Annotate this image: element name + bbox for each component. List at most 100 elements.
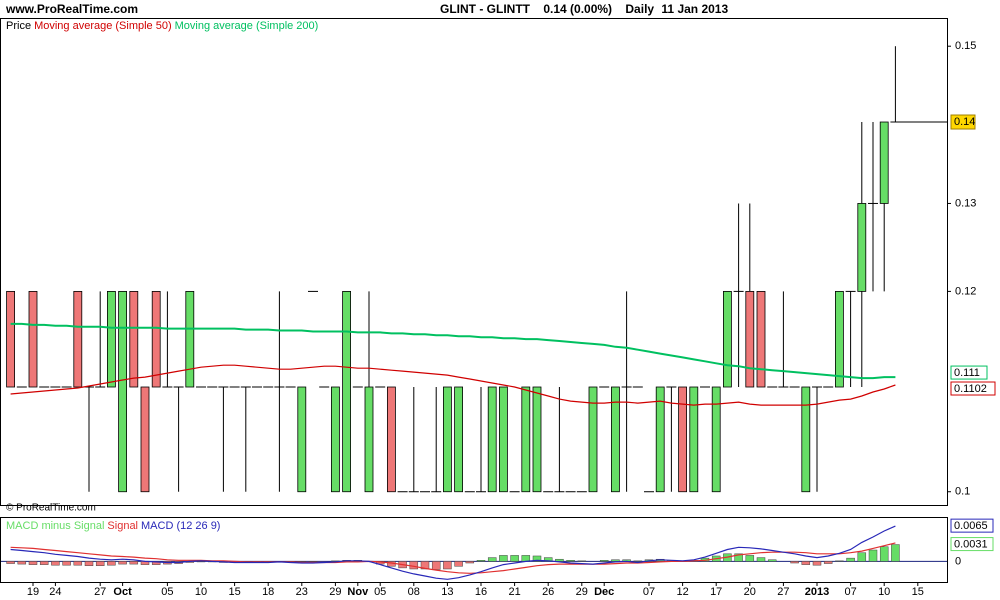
x-tick-label: 16 <box>475 586 487 598</box>
last-value: 0.111 <box>954 367 980 379</box>
macd-histogram-bar <box>801 561 811 565</box>
x-tick-label: 18 <box>262 586 274 598</box>
candle-body <box>689 386 699 493</box>
macd-histogram-bar <box>129 561 139 565</box>
macd-panel <box>0 517 948 583</box>
macd-histogram-bar <box>891 544 900 562</box>
date: 11 Jan 2013 <box>661 2 728 16</box>
candle-body <box>801 386 811 493</box>
candle-body <box>588 386 598 493</box>
x-tick-label: Nov <box>347 586 369 598</box>
macd-histogram-bar <box>532 555 542 562</box>
macd-histogram-bar <box>39 561 49 565</box>
x-tick-label: 05 <box>161 586 173 598</box>
y-tick-label: 0.15 <box>955 40 976 52</box>
macd-histogram-bar <box>476 560 486 562</box>
symbol: GLINT - GLINTT <box>440 2 531 16</box>
candle-body <box>297 386 307 493</box>
candle-body <box>487 386 497 493</box>
legend-macd: Signal <box>107 520 138 532</box>
macd-histogram-bar <box>95 561 105 566</box>
x-tick-label: 27 <box>777 586 789 598</box>
macd-histogram-bar <box>823 561 833 564</box>
x-tick-label: 10 <box>878 586 890 598</box>
legend-overlay: Moving average (Simple 50) <box>34 20 172 32</box>
moving-average <box>10 364 896 406</box>
x-tick-label: 23 <box>296 586 308 598</box>
candle-body <box>364 386 374 493</box>
quote: 0.14 (0.00%) <box>543 2 612 16</box>
x-tick-label: 2013 <box>805 586 829 598</box>
last-value-box <box>950 537 994 552</box>
candle-body <box>454 386 464 493</box>
macd-histogram-bar <box>51 561 60 566</box>
last-value-box <box>950 381 996 396</box>
macd-histogram-bar <box>62 561 71 566</box>
x-tick-label: 27 <box>94 586 106 598</box>
candle-body <box>6 290 15 388</box>
candle-body <box>386 386 396 493</box>
price-panel <box>0 18 948 506</box>
x-tick-label: 13 <box>441 586 453 598</box>
macd-histogram-bar <box>431 561 441 570</box>
last-price: 0.14 <box>954 116 975 128</box>
macd-histogram-bar <box>118 561 127 565</box>
macd-histogram-bar <box>521 555 531 562</box>
macd-histogram-bar <box>465 561 475 564</box>
x-tick-label: 15 <box>912 586 924 598</box>
x-tick-label: 07 <box>844 586 856 598</box>
macd-histogram-bar <box>835 560 844 562</box>
macd-histogram-bar <box>879 546 889 562</box>
macd-histogram-bar <box>846 557 855 562</box>
candle-body <box>73 290 83 388</box>
macd-histogram-bar <box>443 561 452 570</box>
macd-histogram-bar <box>409 561 419 570</box>
period: Daily <box>625 2 654 16</box>
last-value: 0.1102 <box>954 383 987 395</box>
candle-body <box>330 386 340 493</box>
candle-body <box>28 290 38 388</box>
x-tick-label: 07 <box>643 586 655 598</box>
y-tick-label: 0.12 <box>955 285 976 297</box>
candle-body <box>442 386 452 493</box>
macd-histogram-bar <box>487 557 497 562</box>
site-name: www.ProRealTime.com <box>5 2 138 16</box>
candle-body <box>140 386 150 493</box>
macd-histogram-bar <box>868 549 878 562</box>
candle-body <box>611 386 620 493</box>
legend-macd: MACD minus Signal <box>6 520 104 532</box>
macd-histogram-bar <box>734 553 743 562</box>
macd-line <box>10 542 896 574</box>
candle-body <box>185 290 195 388</box>
last-value: 0.0031 <box>954 538 988 550</box>
x-tick-label: 20 <box>744 586 756 598</box>
legend-macd: MACD (12 26 9) <box>141 520 220 532</box>
candle-body <box>521 386 531 493</box>
macd-histogram-bar <box>84 561 94 566</box>
y-tick-label: 0.13 <box>955 197 976 209</box>
last-value: 0.0065 <box>954 520 988 532</box>
macd-histogram-bar <box>790 561 799 564</box>
x-tick-label: 19 <box>27 586 39 598</box>
macd-histogram-bar <box>599 560 609 562</box>
legend-overlay: Moving average (Simple 200) <box>175 20 319 32</box>
macd-histogram-bar <box>28 561 38 565</box>
x-tick-label: 24 <box>49 586 61 598</box>
x-tick-label: 15 <box>228 586 240 598</box>
macd-histogram-bar <box>633 560 643 562</box>
candle-body <box>107 290 116 388</box>
x-tick-label: Oct <box>113 586 132 598</box>
macd-histogram-bar <box>308 561 318 563</box>
copyright: © ProRealTime.com <box>6 503 96 514</box>
macd-histogram-bar <box>611 559 620 562</box>
macd-histogram-bar <box>812 561 822 566</box>
x-tick-label: 08 <box>408 586 420 598</box>
macd-histogram-bar <box>6 561 15 564</box>
macd-histogram-bar <box>857 552 867 562</box>
macd-legend: MACD minus Signal Signal MACD (12 26 9) <box>6 520 220 532</box>
header-info: GLINT - GLINTT 0.14 (0.00%) Daily 11 Jan… <box>440 2 728 16</box>
x-tick-label: 05 <box>374 586 386 598</box>
